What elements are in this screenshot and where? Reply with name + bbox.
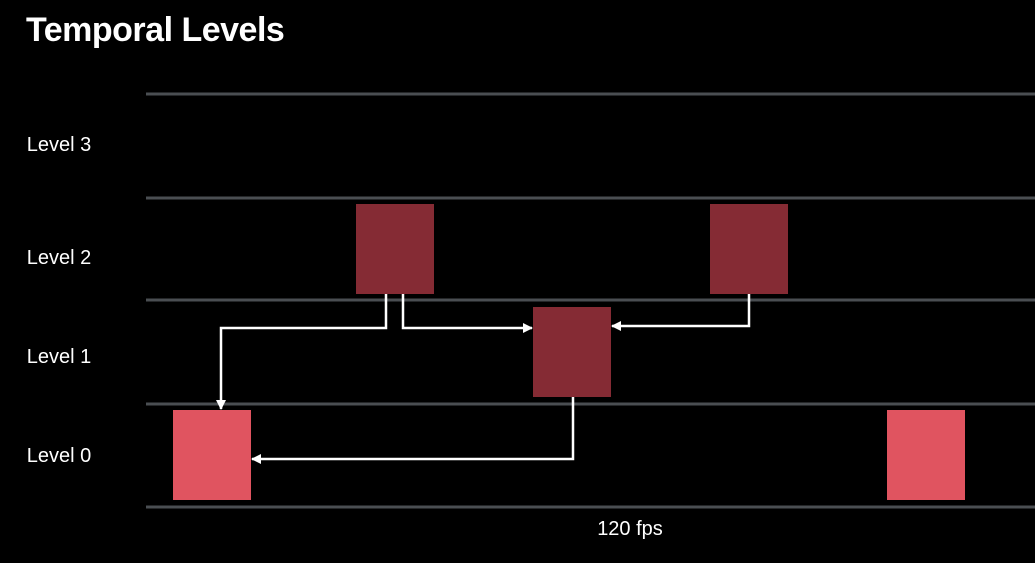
- frame-1-level-0: [173, 410, 251, 500]
- level-2-label: Level 2: [26, 247, 92, 269]
- gridlines: [146, 92, 1035, 509]
- page-title: Temporal Levels: [26, 11, 285, 49]
- arrow-frame2-to-frame3: [401, 294, 533, 333]
- level-1-label: Level 1: [26, 346, 92, 368]
- reference-arrows: [216, 294, 751, 464]
- level-3-label: Level 3: [26, 134, 92, 156]
- arrow-frame3-to-frame1: [251, 397, 575, 464]
- frame-4-level-2: [710, 204, 788, 294]
- frame-3-level-1: [533, 307, 611, 397]
- arrow-frame2-to-frame1: [216, 294, 388, 410]
- arrow-frame4-to-frame3: [611, 294, 751, 331]
- frame-5-level-0: [887, 410, 965, 500]
- frames: [173, 204, 965, 500]
- level-0-label: Level 0: [26, 445, 92, 467]
- frame-2-level-2: [356, 204, 434, 294]
- frame-rate-label: 120 fps: [597, 518, 663, 540]
